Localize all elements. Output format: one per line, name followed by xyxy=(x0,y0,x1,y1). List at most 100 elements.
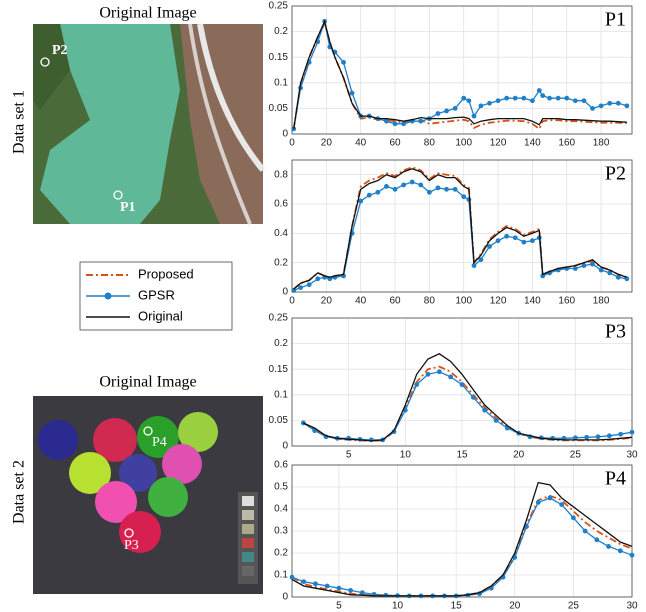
chart-title: P1 xyxy=(605,9,626,31)
series-marker xyxy=(472,263,477,268)
series-marker xyxy=(315,276,320,281)
x-tick-label: 100 xyxy=(455,296,472,307)
series-marker xyxy=(460,382,465,387)
series-marker xyxy=(606,544,611,549)
point-label: P3 xyxy=(124,538,139,553)
series-marker xyxy=(401,183,406,188)
series-marker xyxy=(573,98,578,103)
x-tick-label: 120 xyxy=(490,296,507,307)
x-tick-label: 15 xyxy=(456,450,468,461)
y-tick-label: 0.1 xyxy=(274,77,288,88)
series-marker xyxy=(590,106,595,111)
series-marker xyxy=(426,372,431,377)
series-marker xyxy=(453,106,458,111)
series-marker xyxy=(540,93,545,98)
y-tick-label: 0.5 xyxy=(274,482,288,493)
series-marker xyxy=(530,98,535,103)
x-tick-label: 60 xyxy=(389,296,401,307)
series-marker xyxy=(325,584,330,589)
x-tick-label: 20 xyxy=(321,138,333,149)
series-marker xyxy=(564,96,569,101)
series-marker xyxy=(559,502,564,507)
series-marker xyxy=(375,190,380,195)
x-tick-label: 40 xyxy=(355,296,367,307)
series-marker xyxy=(393,121,398,126)
series-marker xyxy=(583,529,588,534)
series-marker xyxy=(582,98,587,103)
balls-image xyxy=(33,396,263,594)
series-marker xyxy=(521,240,526,245)
series-marker xyxy=(521,96,526,101)
y-tick-label: 0.25 xyxy=(269,313,289,324)
series-marker xyxy=(384,184,389,189)
y-tick-label: 0.8 xyxy=(274,169,288,180)
y-tick-label: 0.15 xyxy=(269,52,289,63)
series-marker xyxy=(348,588,353,593)
series-marker xyxy=(436,185,441,190)
series-marker xyxy=(471,395,476,400)
series-marker xyxy=(513,96,518,101)
x-tick-label: 160 xyxy=(558,138,575,149)
series-marker xyxy=(401,121,406,126)
x-tick-label: 5 xyxy=(336,601,342,612)
y-tick-label: 0.15 xyxy=(269,364,289,375)
series-marker xyxy=(418,183,423,188)
x-tick-label: 20 xyxy=(321,296,333,307)
series-marker xyxy=(547,96,552,101)
series-marker xyxy=(472,114,477,119)
y-tick-label: 0.6 xyxy=(274,460,288,471)
series-marker xyxy=(537,88,542,93)
series-marker xyxy=(466,98,471,103)
series-marker xyxy=(427,190,432,195)
point-label: P2 xyxy=(52,43,68,58)
x-tick-label: 180 xyxy=(593,296,610,307)
x-tick-label: 120 xyxy=(490,138,507,149)
series-marker xyxy=(367,193,372,198)
x-tick-label: 25 xyxy=(570,450,582,461)
series-marker xyxy=(607,101,612,106)
series-marker xyxy=(461,194,466,199)
y-tick-label: 0 xyxy=(282,287,288,298)
y-tick-label: 0.6 xyxy=(274,199,288,210)
series-marker xyxy=(341,60,346,65)
series-marker xyxy=(437,369,442,374)
chart-title: P2 xyxy=(605,163,626,185)
series-marker xyxy=(573,266,578,271)
y-tick-label: 0.2 xyxy=(274,257,288,268)
x-tick-label: 20 xyxy=(509,601,521,612)
series-marker xyxy=(607,433,612,438)
series-marker xyxy=(307,282,312,287)
x-tick-label: 40 xyxy=(355,138,367,149)
x-tick-label: 30 xyxy=(626,450,638,461)
panel-title: Original Image xyxy=(99,374,196,391)
series-marker xyxy=(350,91,355,96)
y-tick-label: 0.4 xyxy=(274,228,288,239)
point-label: P4 xyxy=(152,435,167,450)
series-marker xyxy=(448,374,453,379)
series-marker xyxy=(536,500,541,505)
point-label: P1 xyxy=(120,200,136,215)
dataset-label: Data set 1 xyxy=(11,90,28,154)
series-marker xyxy=(571,515,576,520)
series-marker xyxy=(496,98,501,103)
x-tick-label: 30 xyxy=(626,601,638,612)
series-marker xyxy=(496,238,501,243)
series-marker xyxy=(594,537,599,542)
x-tick-label: 80 xyxy=(424,138,436,149)
series-marker xyxy=(630,553,635,558)
series-marker xyxy=(618,548,623,553)
series-marker xyxy=(482,408,487,413)
series-marker xyxy=(504,96,509,101)
y-tick-label: 0.1 xyxy=(274,389,288,400)
legend-label: GPSR xyxy=(138,287,175,302)
y-tick-label: 0.1 xyxy=(274,570,288,581)
series-marker xyxy=(336,586,341,591)
y-tick-label: 0.2 xyxy=(274,548,288,559)
series-marker xyxy=(436,111,441,116)
legend-label: Original xyxy=(138,308,183,323)
series-marker xyxy=(444,109,449,114)
series-marker xyxy=(596,434,601,439)
series-marker xyxy=(618,432,623,437)
y-tick-label: 0.05 xyxy=(269,103,289,114)
series-marker xyxy=(616,275,621,280)
